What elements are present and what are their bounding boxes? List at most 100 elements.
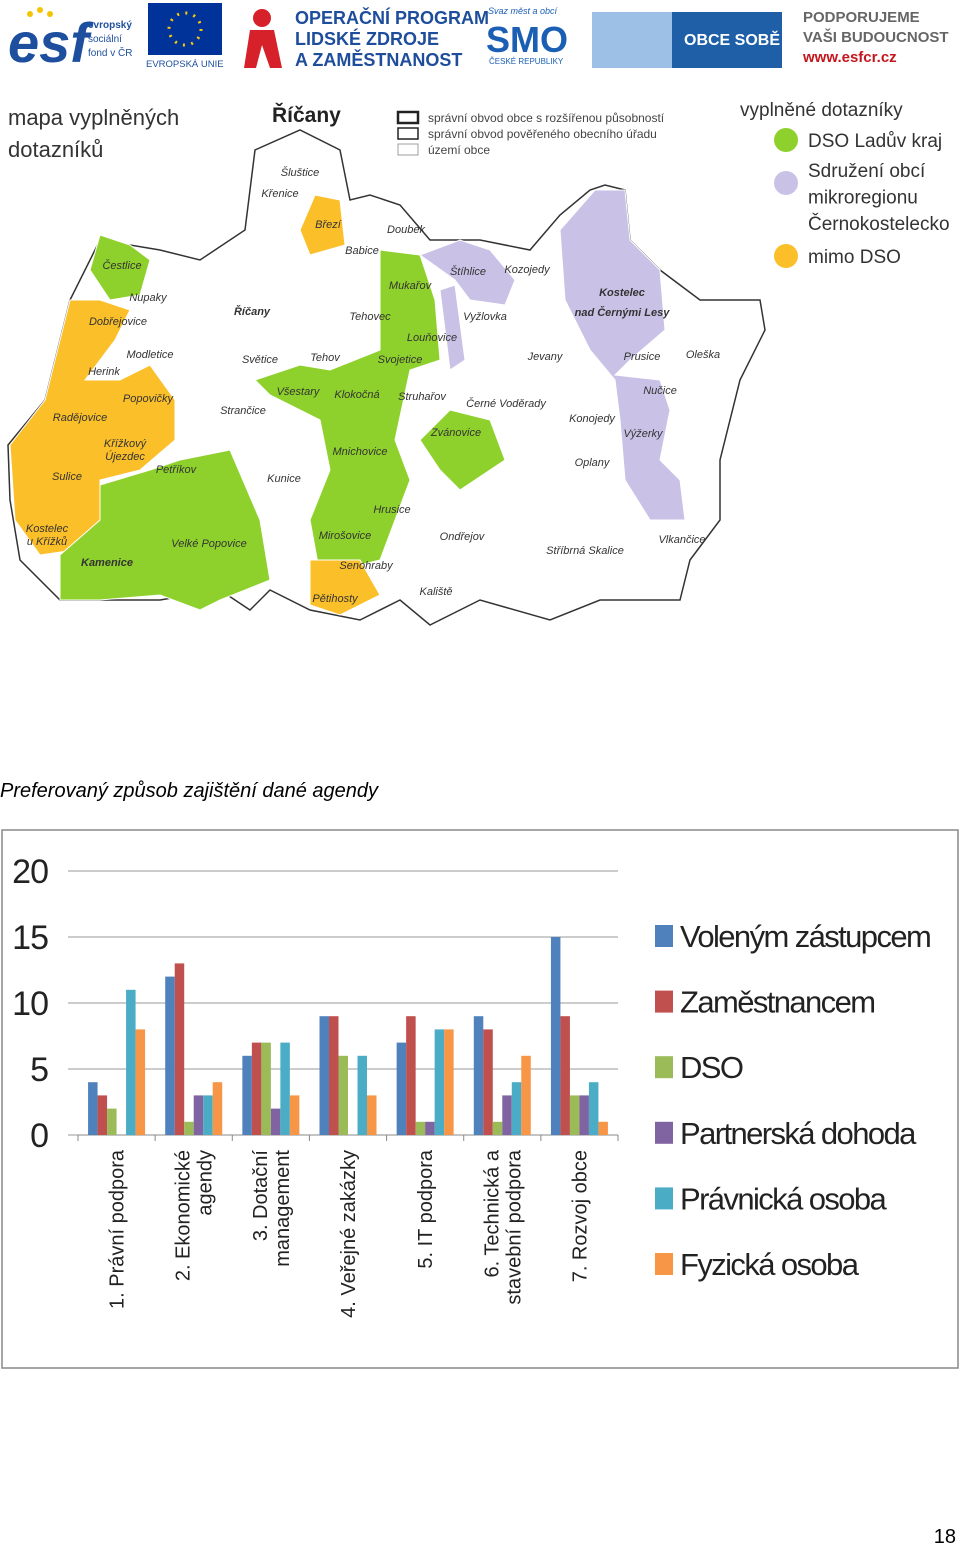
place-label: Petříkov [156, 464, 198, 476]
place-label: Hrusice [373, 504, 410, 516]
place-label: Dobřejovice [89, 316, 147, 328]
bar [107, 1108, 117, 1135]
place-label: Klokočná [334, 389, 379, 401]
place-label: Struhařov [398, 391, 447, 403]
op-text: LIDSKÉ ZDROJE [295, 28, 439, 49]
bar [193, 1095, 204, 1135]
place-label: Mukařov [389, 280, 433, 292]
x-tick-label: management [272, 1150, 294, 1267]
region-cernokostelecko [439, 284, 466, 371]
bar [579, 1095, 589, 1135]
x-tick-label: stavební podpora [503, 1149, 525, 1304]
place-label: Kaliště [419, 586, 452, 598]
bar [184, 1121, 194, 1135]
bar [261, 1042, 271, 1135]
legend-swatch [655, 1056, 673, 1079]
bar [425, 1121, 435, 1135]
eu-stars [167, 11, 203, 47]
place-label: Modletice [126, 349, 173, 361]
place-label: Louňovice [407, 332, 457, 344]
eu-flag [148, 3, 222, 55]
star [37, 7, 43, 13]
place-label: Kunice [267, 473, 301, 485]
bar [251, 1042, 262, 1135]
place-label: Nučice [643, 385, 677, 397]
x-tick-label: agendy [195, 1150, 217, 1216]
place-label: Prusice [624, 351, 661, 363]
x-tick-label: 3. Dotační [250, 1150, 272, 1242]
bar [598, 1121, 608, 1135]
op-text: A ZAMĚSTNANOST [295, 49, 462, 70]
map-legend-label: mimo DSO [808, 247, 901, 268]
region-dso [59, 449, 271, 611]
place-label: Jevany [527, 351, 564, 363]
x-tick-label: 7. Rozvoj obce [569, 1150, 591, 1282]
bar [88, 1082, 98, 1135]
place-label: Újezdec [105, 450, 145, 463]
map-legend-label: Sdružení obcí [808, 161, 926, 182]
place-label: Mnichovice [332, 446, 387, 458]
boundary-key [397, 127, 419, 140]
smo-text: ČESKÉ REPUBLIKY [489, 57, 564, 66]
bar [319, 1016, 329, 1135]
bar [588, 1082, 599, 1135]
region-cernokostelecko [559, 189, 686, 521]
place-label: Čestlice [102, 259, 141, 272]
place-label-major: Říčany [234, 305, 271, 318]
place-label: Světice [242, 354, 278, 366]
boundary-key [397, 143, 419, 156]
x-tick-label: 1. Právní podpora [107, 1149, 129, 1309]
bar [97, 1095, 108, 1135]
legend-label: Voleným zástupcem [680, 919, 930, 954]
place-label: Křenice [261, 188, 298, 200]
bar [492, 1121, 503, 1135]
place-label: Křížkový [104, 438, 148, 450]
obce-text: OBCE SOBĚ [684, 30, 780, 49]
bar [203, 1095, 213, 1135]
slogan: VAŠI BUDOUCNOST [803, 28, 949, 46]
map-legend-title: vyplněné dotazníky [740, 100, 903, 121]
bar [396, 1042, 407, 1135]
esf-text: sociální [88, 34, 122, 45]
place-label: Březí [315, 219, 342, 231]
district-name: Říčany [272, 103, 341, 127]
place-label: Konojedy [569, 413, 616, 425]
bar [212, 1082, 223, 1135]
place-label: Tehovec [349, 311, 391, 323]
y-tick-label: 0 [30, 1117, 48, 1155]
bar [511, 1082, 522, 1135]
x-tick-label: 5. IT podpora [415, 1149, 437, 1268]
star [27, 11, 33, 17]
map-title: mapa vyplněných [8, 105, 179, 130]
bar [270, 1108, 281, 1135]
map-legend-label: Černokostelecko [808, 213, 950, 235]
bar [280, 1042, 290, 1135]
legend-label: DSO [680, 1050, 743, 1085]
y-tick-label: 15 [12, 919, 48, 957]
boundary-key [396, 110, 420, 125]
place-label: Všestary [277, 386, 321, 398]
header: esf evropský sociální fond v ČR EVROPSKÁ… [8, 3, 949, 74]
bar [444, 1029, 454, 1135]
map-legend-dot [774, 244, 798, 268]
place-label: Vyžlovka [463, 311, 507, 323]
map-legend-label: DSO Ladův kraj [808, 131, 942, 152]
url: www.esfcr.cz [802, 49, 897, 66]
y-tick-label: 20 [12, 853, 48, 891]
bar [367, 1095, 377, 1135]
slogan: PODPORUJEME [803, 9, 920, 26]
map-legend-label: mikroregionu [808, 188, 918, 209]
place-label: Kozojedy [504, 264, 551, 276]
bar [174, 963, 185, 1135]
bar [502, 1095, 512, 1135]
smo-text: Svaz měst a obcí [488, 6, 559, 16]
bar [550, 937, 561, 1135]
place-label: Popovičky [123, 393, 175, 405]
place-label: Pětihosty [312, 593, 359, 605]
region-dso [419, 409, 506, 491]
bar [329, 1016, 339, 1135]
place-label: Oplany [575, 457, 611, 469]
bar [560, 1016, 570, 1135]
bar [406, 1016, 416, 1135]
